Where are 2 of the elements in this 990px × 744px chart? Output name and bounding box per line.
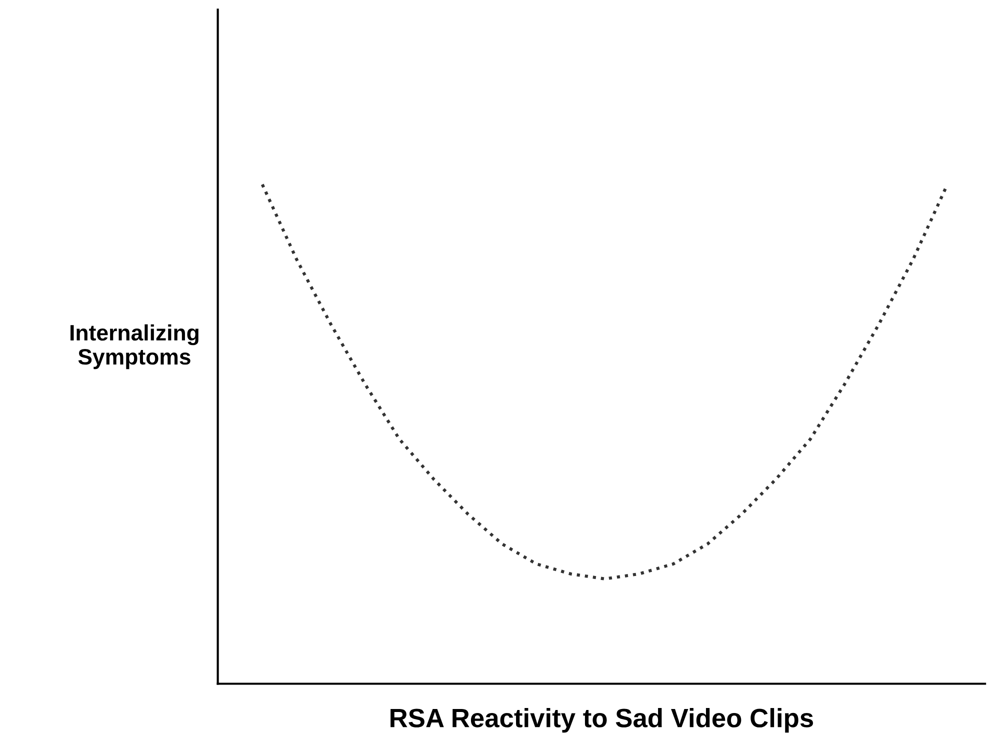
y-axis-title: Internalizing Symptoms: [70, 324, 198, 370]
x-axis-title: RSA Reactivity to Sad Video Clips: [390, 708, 813, 733]
